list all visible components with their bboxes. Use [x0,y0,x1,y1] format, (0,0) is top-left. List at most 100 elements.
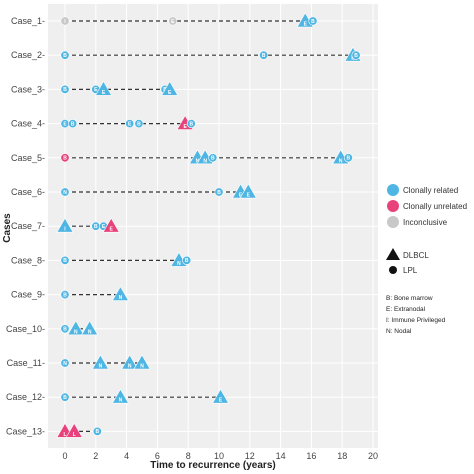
mark-site-letter: E [239,193,243,199]
case-5-point-0: B [60,153,70,163]
mark-site-letter: N [74,329,78,335]
case-2-point-3: B [351,50,361,60]
legend-label-lpl: LPL [403,266,418,275]
x-tick-8: 8 [186,451,191,461]
legend-label-clonally-unrelated: Clonally unrelated [403,202,467,211]
triangle-mark [56,217,74,233]
mark-site-letter: N [339,158,343,164]
circle-mark [343,153,353,163]
mark-site-letter: E [128,121,132,127]
case-13-point-1: L [65,422,83,438]
legend-dot-clonally-related [387,184,399,196]
case-10-point-1: N [67,320,85,335]
case-13-point-2: B [92,426,102,436]
triangle-mark [111,285,129,301]
case-6-point-0: N [60,187,70,197]
case-3-point-2: E [94,80,113,96]
mark-site-letter: E [183,124,187,130]
circle-mark [60,392,70,402]
case-1-point-0: I [60,16,70,26]
circle-mark [186,119,196,129]
mark-site-letter: B [311,19,315,25]
y-tick-case-12: Case_12- [6,392,45,402]
mark-site-letter: N [140,364,144,370]
legend: Clonally related Clonally unrelated Inconc… [386,184,467,335]
case-2-point-0: B [60,50,70,60]
mark-site-letter: N [119,398,123,404]
triangle-mark [133,354,151,370]
legend-dot-inconclusive [387,216,399,228]
mark-site-letter: B [137,121,141,127]
mark-site-letter: B [189,121,193,127]
circle-mark [60,16,70,26]
triangle-mark [161,80,179,96]
mark-site-letter: B [71,121,75,127]
case-7-point-0: I [56,217,74,233]
mark-site-letter: B [63,327,67,333]
circle-mark [68,119,78,129]
case-7-point-1: B [91,221,101,231]
case-1-point-1: E [168,16,178,26]
y-tick-labels: Case_1- Case_2- Case_3- Case_4- Case_5- Case_… [6,16,45,436]
triangle-mark [94,80,113,96]
legend-triangle-icon [386,248,400,260]
mark-site-letter: I [64,19,66,25]
circle-mark [60,255,70,265]
mark-site-letter: E [102,90,106,96]
mark-site-letter: N [99,364,103,370]
mark-site-letter: N [63,361,67,367]
site-key-2: I: Immune Privileged [386,317,446,324]
case-4-point-2: E [125,119,135,129]
case-6-point-3: E [239,183,257,199]
case-4-point-3: B [134,119,144,129]
case-4-point-0: E [60,119,70,129]
y-tick-case-10: Case_10- [6,324,45,334]
circle-mark [60,153,70,163]
mark-site-letter: N [63,190,67,196]
mark-site-letter: B [211,156,215,162]
mark-site-letter: E [219,398,223,404]
mark-site-letter: B [63,258,67,264]
case-3-point-4: E [161,80,179,96]
case-12-point-0: B [60,392,70,402]
circle-mark [60,358,70,368]
legend-label-clonally-related: Clonally related [403,186,458,195]
mark-site-letter: E [110,227,114,233]
circle-mark [92,426,102,436]
mark-site-letter: E [63,121,67,127]
y-tick-case-8: Case_8- [11,255,45,265]
mark-site-letter: B [63,292,67,298]
case-11-point-3: N [133,354,151,370]
circle-mark [168,16,178,26]
circle-mark [208,153,218,163]
mark-site-letter: B [96,429,100,435]
circle-mark [60,84,70,94]
legend-label-inconclusive: Inconclusive [403,218,448,227]
mark-site-letter: E [102,224,106,230]
x-tick-6: 6 [155,451,160,461]
mark-site-letter: E [304,22,308,28]
mark-site-letter: B [354,53,358,59]
case-1-point-3: B [308,16,318,26]
case-9-point-1: N [111,285,129,301]
circle-mark [60,187,70,197]
y-tick-case-3: Case_3- [11,84,45,94]
y-tick-case-2: Case_2- [11,50,45,60]
x-tick-2: 2 [93,451,98,461]
y-tick-case-6: Case_6- [11,187,45,197]
circle-mark [134,119,144,129]
legend-label-dlbcl: DLBCL [403,251,429,260]
circle-mark [214,187,224,197]
triangle-mark [111,388,129,404]
mark-site-letter: L [63,432,66,438]
grid-lines [48,4,378,448]
mark-site-letter: E [168,90,172,96]
legend-circle-icon [389,266,397,274]
circle-mark [182,255,192,265]
triangle-mark [65,422,83,438]
case-2-point-1: B [259,50,269,60]
mark-site-letter: B [63,395,67,401]
circle-mark [60,324,70,334]
case-5-point-3: B [208,153,218,163]
mark-site-letter: N [88,329,92,335]
